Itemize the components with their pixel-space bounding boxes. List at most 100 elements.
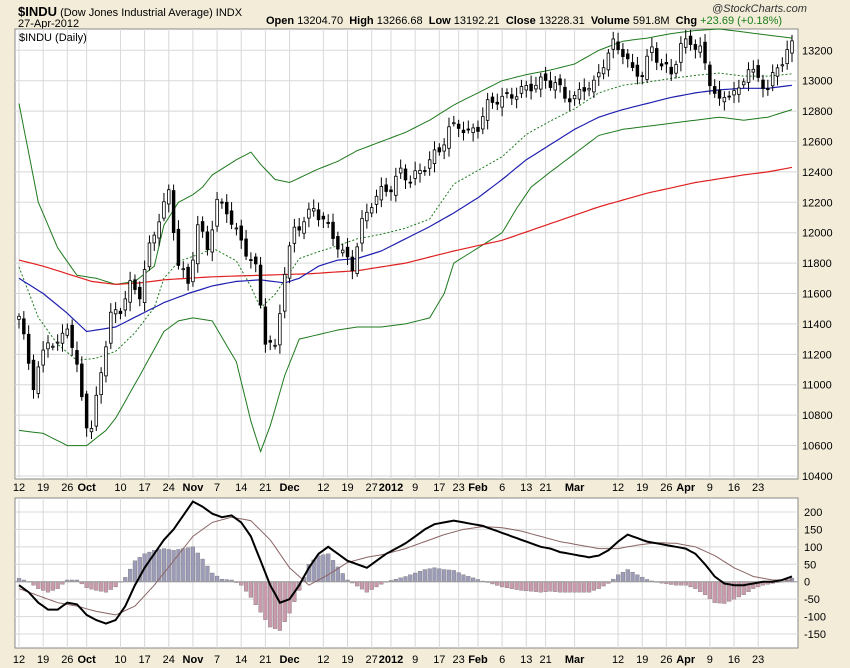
macd-histogram-bar	[620, 571, 625, 582]
candle-body	[737, 87, 741, 95]
x-tick-label: 12	[612, 482, 624, 494]
macd-histogram-bar	[210, 572, 215, 582]
macd-histogram-bar	[717, 581, 722, 604]
candle-body	[461, 129, 466, 134]
candle-body	[273, 344, 277, 347]
change-label: Chg	[675, 15, 698, 27]
macd-histogram-bar	[446, 569, 452, 582]
candle-body	[601, 67, 606, 75]
macd-histogram-bar	[99, 581, 104, 592]
macd-tick-label: -100	[804, 612, 826, 624]
candle-body	[26, 333, 31, 364]
macd-histogram-bar	[504, 581, 510, 588]
symbol-text: $INDU	[18, 4, 58, 19]
candle-body	[147, 242, 152, 268]
watermark: @StockCharts.com	[712, 3, 807, 15]
macd-histogram-bar	[45, 581, 51, 593]
low-label: Low	[428, 15, 451, 27]
candle-body	[751, 68, 756, 73]
x-tick-label: 27	[366, 482, 378, 494]
x-tick-label: 23	[453, 482, 465, 494]
x-tick-label: 12	[317, 654, 329, 666]
candle-body	[611, 38, 615, 50]
candle-body	[741, 81, 746, 86]
candle-body	[369, 207, 374, 214]
macd-histogram-bar	[529, 581, 534, 592]
candle-body	[167, 189, 171, 205]
candle-body	[220, 201, 224, 204]
candle-body	[17, 315, 21, 320]
x-tick-label: Mar	[565, 482, 585, 494]
macd-histogram-bar	[239, 581, 244, 586]
candle-body	[490, 96, 495, 103]
x-tick-label: 6	[499, 482, 505, 494]
price-tick-label: 12800	[802, 106, 833, 118]
candle-body	[524, 85, 529, 91]
macd-histogram-bar	[736, 581, 741, 598]
macd-histogram-bar	[272, 581, 278, 629]
candle-body	[466, 128, 471, 131]
x-tick-label: 12	[13, 654, 25, 666]
macd-histogram-bar	[678, 581, 683, 586]
macd-histogram-bar	[553, 581, 558, 592]
candle-body	[539, 76, 543, 90]
macd-histogram-bar	[587, 581, 592, 593]
candle-body	[514, 96, 519, 100]
macd-histogram-bar	[417, 571, 423, 582]
candle-body	[717, 89, 722, 99]
macd-histogram-bar	[128, 568, 133, 582]
x-tick-label: 14	[235, 654, 247, 666]
candle-body	[176, 228, 181, 266]
macd-histogram-bar	[562, 581, 568, 593]
candle-body	[142, 269, 147, 304]
x-tick-label: Dec	[279, 654, 299, 666]
chart-header-title: $INDU (Dow Jones Industrial Average) IND…	[18, 4, 242, 19]
candle-body	[350, 256, 355, 272]
x-tick-label: Apr	[676, 482, 696, 494]
x-tick-label: Dec	[279, 482, 299, 494]
candle-body	[500, 95, 504, 108]
macd-histogram-bar	[422, 569, 427, 582]
candle-body	[326, 222, 330, 224]
candle-body	[423, 170, 427, 172]
x-tick-label: 16	[728, 482, 740, 494]
candle-body	[442, 144, 446, 152]
macd-line	[18, 500, 793, 625]
macd-histogram-bar	[132, 560, 138, 582]
candle-body	[249, 259, 253, 261]
candle-body	[282, 273, 287, 312]
x-tick-label: Oct	[77, 482, 96, 494]
macd-histogram-bar	[596, 581, 601, 589]
candle-body	[258, 264, 263, 306]
x-tick-label: 2012	[379, 654, 403, 666]
macd-histogram-bar	[84, 581, 89, 588]
macd-signal-line	[18, 516, 792, 616]
candle-body	[558, 78, 562, 86]
candle-body	[683, 38, 688, 48]
high-value: 13266.68	[376, 15, 423, 27]
x-tick-label: 19	[636, 482, 648, 494]
price-tick-label: 10800	[802, 410, 833, 422]
price-panel: 10400 10600 10800 11000 11200 11400 11600 11800…	[13, 28, 833, 494]
candle-body	[548, 80, 553, 88]
candle-body	[775, 67, 780, 77]
candle-body	[215, 198, 219, 227]
open-value: 13204.70	[297, 15, 344, 27]
chart-date: 27-Apr-2012	[18, 18, 80, 30]
candle-body	[22, 318, 26, 335]
macd-histogram-bar	[533, 581, 539, 592]
macd-histogram-bar	[108, 581, 113, 590]
macd-histogram-bar	[538, 581, 543, 593]
macd-histogram-bar	[190, 546, 196, 582]
macd-histogram-bar	[205, 565, 210, 582]
x-tick-label: 27	[366, 654, 378, 666]
exchange-text: INDX	[215, 7, 243, 19]
candle-body	[456, 123, 461, 129]
macd-histogram-bar	[243, 581, 249, 592]
candle-body	[630, 62, 635, 68]
candle-body	[321, 215, 326, 220]
macd-histogram-bar	[543, 581, 548, 592]
candle-body	[162, 201, 166, 219]
macd-histogram-bar	[451, 570, 456, 582]
macd-histogram-bar	[514, 581, 519, 590]
